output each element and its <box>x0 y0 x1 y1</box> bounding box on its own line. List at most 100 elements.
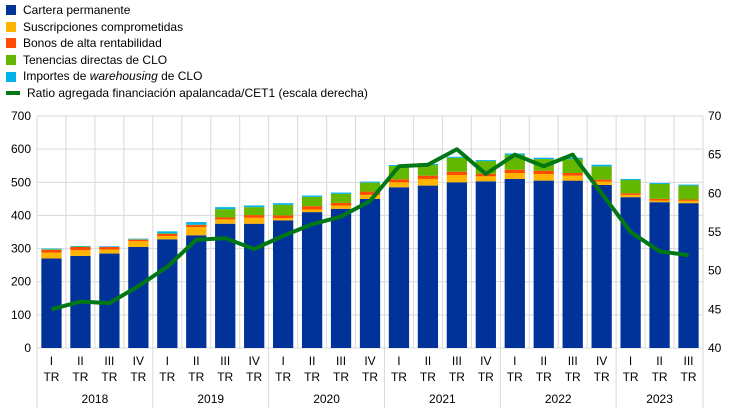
x-tick-label: I <box>166 354 169 368</box>
bar-segment-4 <box>186 222 207 225</box>
bar-segment-0 <box>504 178 525 348</box>
bar-segment-3 <box>591 166 612 180</box>
bar-segment-2 <box>359 191 381 195</box>
bar-segment-1 <box>446 174 468 183</box>
bar-segment-0 <box>649 202 670 348</box>
bar-segment-1 <box>678 200 699 204</box>
bar-segment-1 <box>504 173 525 179</box>
x-tick-label: TR <box>478 370 494 384</box>
y2-tick-label: 60 <box>708 186 722 200</box>
bar-segment-3 <box>359 182 381 192</box>
bar-segment-4 <box>157 231 178 234</box>
bar-segment-4 <box>562 157 583 160</box>
y-tick-label: 700 <box>11 109 31 123</box>
bar-segment-0 <box>41 258 62 348</box>
x-tick-label: TR <box>275 370 291 384</box>
bar-segment-4 <box>620 178 641 180</box>
bar-segment-3 <box>620 179 641 194</box>
legend-swatch <box>6 55 16 66</box>
bar-segment-2 <box>272 215 294 219</box>
bar-segment-2 <box>678 199 699 201</box>
bar-segment-3 <box>417 165 439 176</box>
x-tick-label: TR <box>391 370 407 384</box>
y-tick-label: 600 <box>11 142 31 156</box>
y2-tick-label: 45 <box>708 302 722 316</box>
x-tick-label: IV <box>249 354 260 368</box>
bar-segment-2 <box>244 215 265 218</box>
y2-tick-label: 50 <box>708 264 722 278</box>
x-tick-label: TR <box>246 370 262 384</box>
bar-segment-0 <box>215 223 236 348</box>
y-tick-label: 300 <box>11 242 31 256</box>
bar-segment-0 <box>330 208 352 348</box>
bar-segment-2 <box>41 249 62 253</box>
bar-segment-1 <box>591 181 612 185</box>
bar-segment-2 <box>504 169 525 174</box>
legend-item: Bonos de alta rentabilidad <box>6 35 368 52</box>
x-tick-label: TR <box>420 370 436 384</box>
y2-tick-label: 55 <box>708 225 722 239</box>
bar-segment-2 <box>301 206 323 210</box>
bar-segment-1 <box>272 218 294 221</box>
x-tick-label: TR <box>304 370 320 384</box>
x-tick-label: III <box>336 354 346 368</box>
x-tick-label: II <box>193 354 200 368</box>
x-tick-label: II <box>425 354 432 368</box>
bar-segment-1 <box>215 219 236 224</box>
bar-segment-1 <box>157 235 178 240</box>
bar-segment-4 <box>128 238 149 240</box>
bar-segment-3 <box>41 249 62 250</box>
bar-segment-4 <box>446 156 468 158</box>
bar-segment-1 <box>475 176 496 182</box>
bar-segment-4 <box>99 246 120 247</box>
bar-segment-4 <box>244 205 265 208</box>
bar-segment-0 <box>186 235 207 348</box>
bar-segment-2 <box>417 175 439 179</box>
bar-segment-2 <box>591 179 612 182</box>
bar-segment-4 <box>70 245 91 247</box>
year-label: 2018 <box>82 392 109 406</box>
bar-segment-3 <box>649 183 670 199</box>
bar-segment-0 <box>562 180 583 348</box>
bar-segment-4 <box>649 182 670 184</box>
x-tick-label: III <box>220 354 230 368</box>
bar-segment-1 <box>99 249 120 254</box>
y-tick-label: 500 <box>11 175 31 189</box>
bar-segment-1 <box>330 205 352 209</box>
x-tick-label: TR <box>449 370 465 384</box>
x-tick-label: TR <box>565 370 581 384</box>
x-tick-label: II <box>540 354 547 368</box>
bar-segment-1 <box>128 241 149 247</box>
x-tick-label: IV <box>133 354 144 368</box>
legend-label: Bonos de alta rentabilidad <box>23 36 162 51</box>
bar-segment-0 <box>99 253 120 348</box>
bar-segment-0 <box>244 223 265 348</box>
bar-segment-1 <box>359 194 381 199</box>
bar-segment-4 <box>215 207 236 210</box>
x-tick-label: TR <box>652 370 668 384</box>
ratio-line <box>50 147 689 312</box>
year-label: 2020 <box>313 392 340 406</box>
legend-item: Suscripciones comprometidas <box>6 19 368 36</box>
bar-segment-3 <box>272 204 294 216</box>
x-tick-label: TR <box>623 370 639 384</box>
x-tick-label: III <box>684 354 694 368</box>
bar-segment-0 <box>272 220 294 348</box>
bar-segment-3 <box>301 196 323 207</box>
legend-label: Importes de warehousing de CLO <box>23 69 203 84</box>
bar-segment-0 <box>417 185 439 348</box>
y-tick-label: 100 <box>11 308 31 322</box>
bar-segment-1 <box>562 175 583 181</box>
x-tick-label: TR <box>188 370 204 384</box>
bar-segment-2 <box>215 217 236 220</box>
x-tick-label: II <box>656 354 663 368</box>
bar-segment-1 <box>533 174 554 181</box>
x-tick-label: TR <box>594 370 610 384</box>
y2-tick-label: 65 <box>708 148 722 162</box>
x-tick-label: III <box>568 354 578 368</box>
x-tick-label: II <box>77 354 84 368</box>
year-label: 2019 <box>197 392 224 406</box>
x-tick-label: I <box>281 354 284 368</box>
